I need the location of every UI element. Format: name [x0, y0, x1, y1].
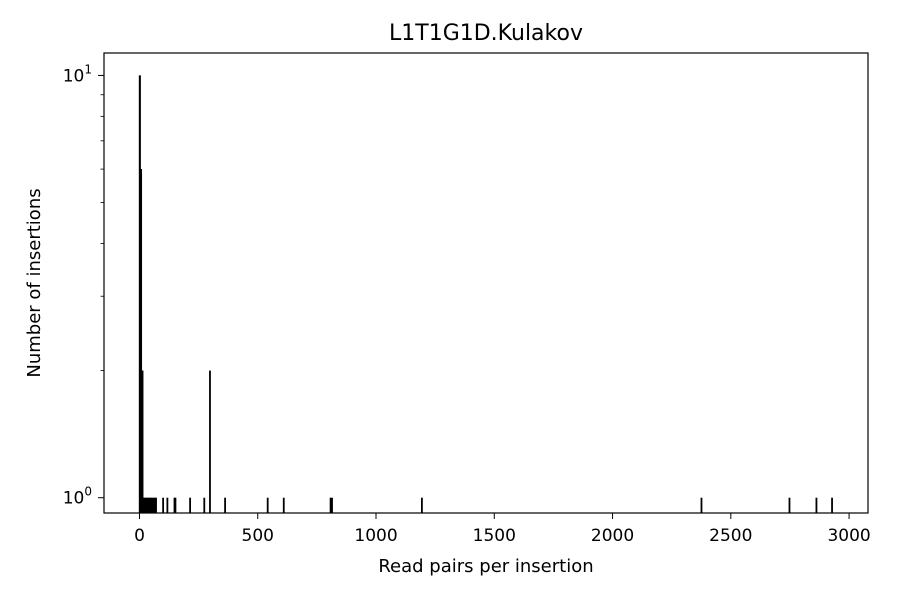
plot-area-frame: [103, 52, 869, 514]
x-tick-label: 2000: [591, 526, 634, 546]
bar: [331, 497, 333, 513]
bars-group: [138, 75, 833, 513]
bar: [831, 497, 833, 513]
bar: [150, 497, 153, 513]
bar: [329, 497, 332, 513]
bar: [173, 497, 176, 513]
bar: [148, 497, 150, 513]
bar: [142, 497, 145, 513]
y-axis-ticks: 100 101: [63, 62, 104, 509]
bar: [700, 497, 703, 513]
x-tick-label: 0: [134, 526, 145, 546]
y-axis-label: Number of insertions: [24, 188, 45, 377]
bar: [815, 497, 818, 513]
y-tick-label: 100: [63, 485, 92, 509]
y-tick-label: 101: [63, 62, 92, 86]
bar: [141, 370, 144, 513]
bar: [266, 497, 269, 513]
x-tick-label: 1000: [354, 526, 397, 546]
bar: [788, 497, 791, 513]
chart-title: L1T1G1D.Kulakov: [389, 21, 583, 46]
bar: [149, 497, 152, 513]
bar: [144, 497, 147, 513]
bar: [174, 497, 177, 513]
bar: [155, 497, 157, 513]
bar: [421, 497, 423, 513]
bar: [140, 169, 143, 513]
bar: [203, 497, 206, 513]
x-axis-ticks: 0 500 1000 1500 2000 2500 3000: [134, 513, 871, 546]
bar: [166, 497, 169, 513]
x-axis-label: Read pairs per insertion: [378, 556, 593, 577]
x-tick-label: 3000: [827, 526, 870, 546]
bar: [152, 497, 155, 513]
x-tick-label: 2500: [709, 526, 752, 546]
bar: [153, 497, 156, 513]
bar: [151, 497, 154, 513]
bar: [224, 497, 226, 513]
x-tick-label: 500: [242, 526, 274, 546]
bar: [162, 497, 165, 513]
bar: [143, 497, 146, 513]
bar: [282, 497, 285, 513]
bar: [189, 497, 191, 513]
bar: [146, 497, 149, 513]
bar: [209, 370, 211, 513]
x-tick-label: 1500: [473, 526, 516, 546]
bar: [145, 497, 148, 513]
